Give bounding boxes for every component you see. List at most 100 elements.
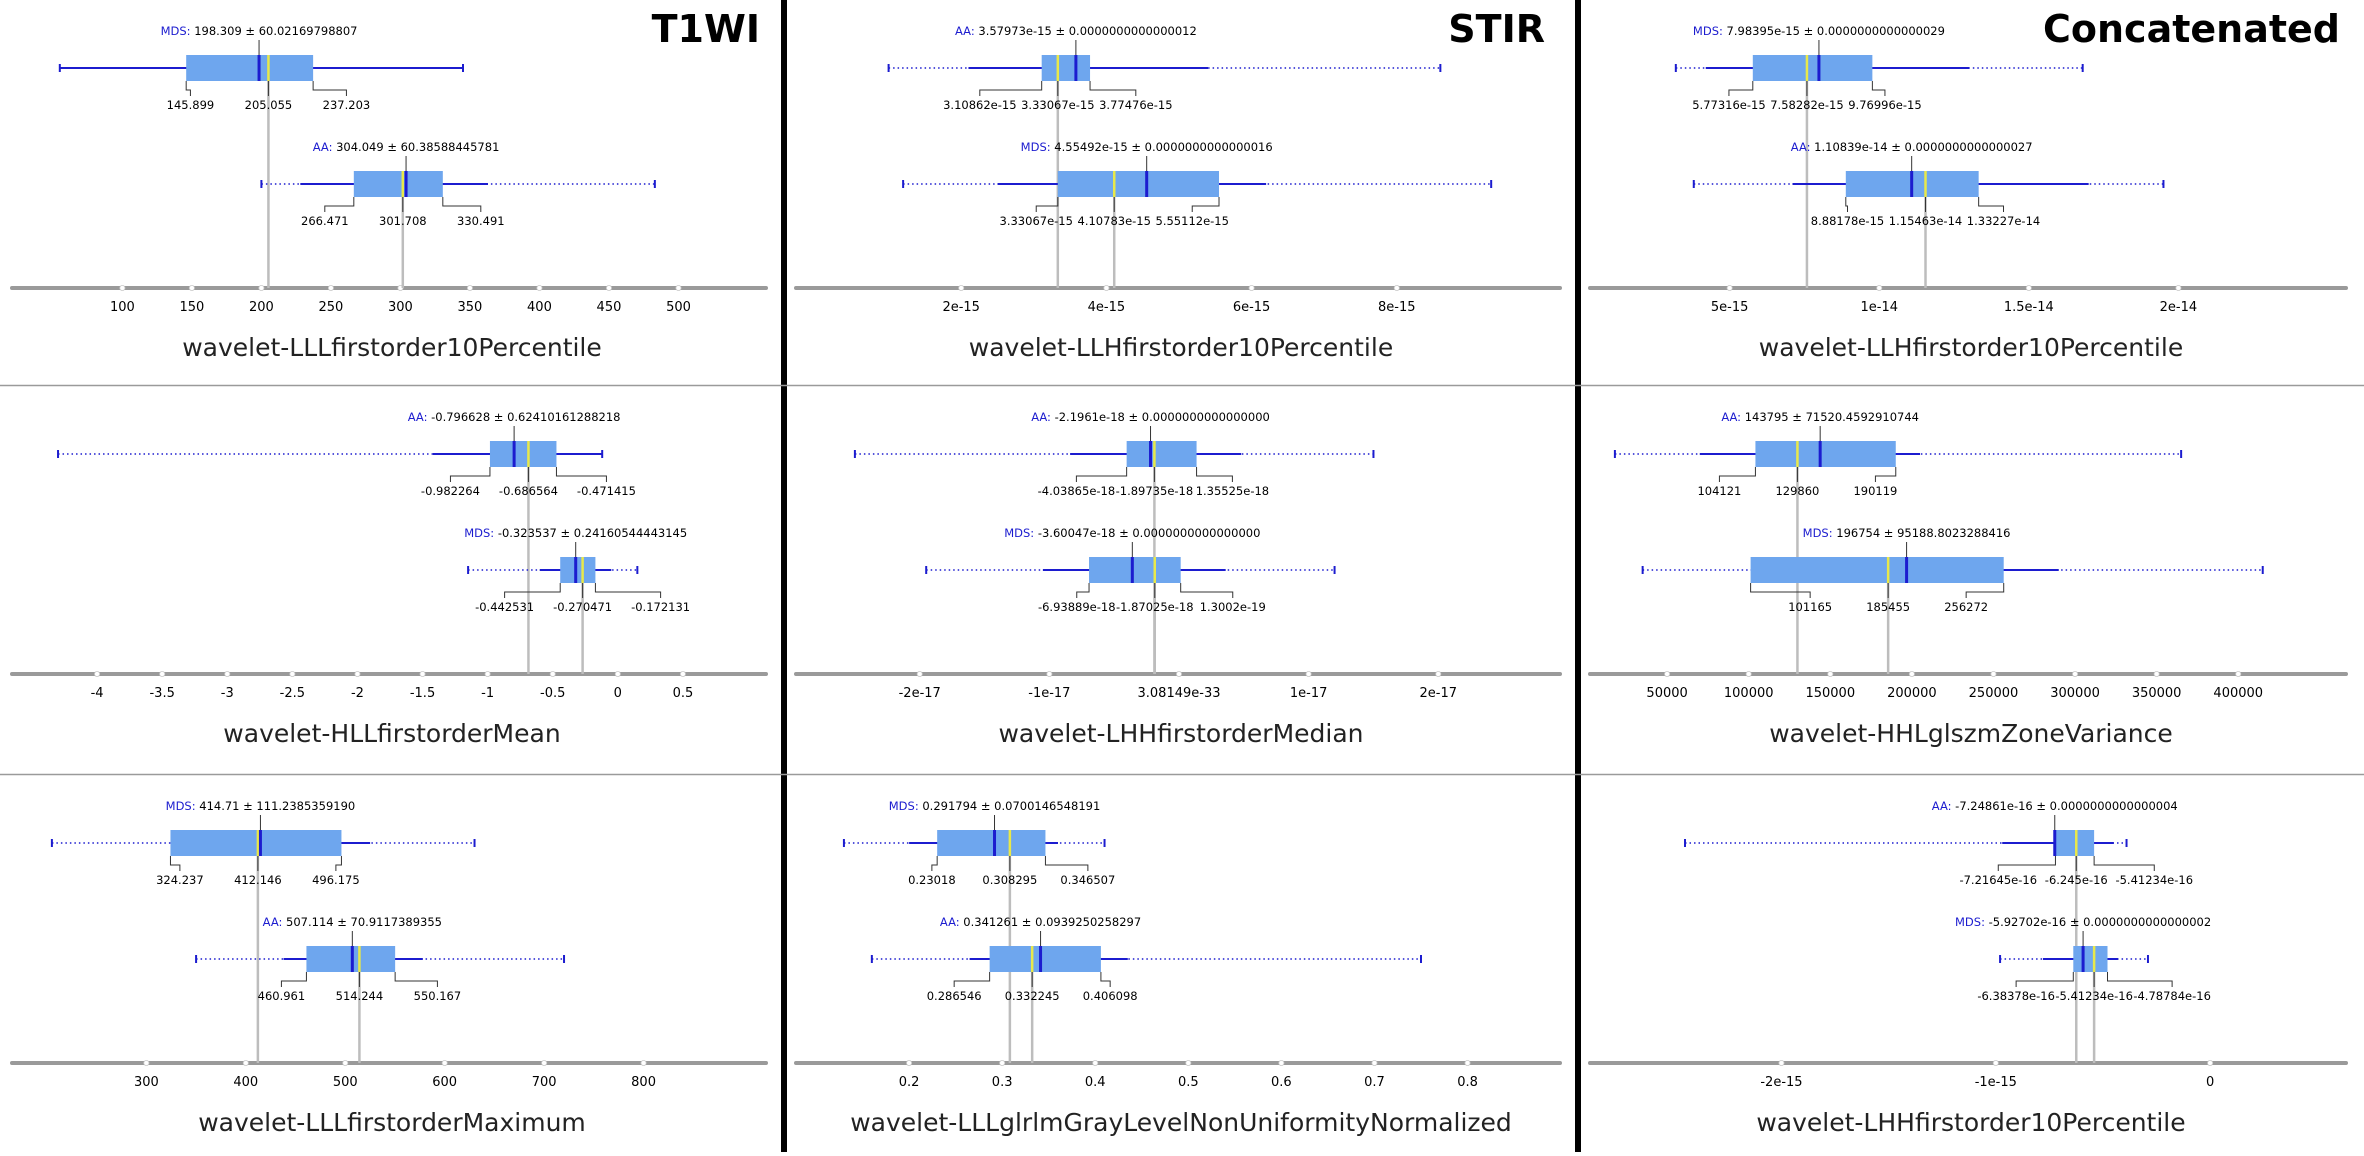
x-tick-label: 100000 [1724, 686, 1774, 701]
iqr-box [353, 171, 443, 197]
value-leader-line [1044, 856, 1089, 871]
x-tick-mark [484, 670, 491, 677]
iqr-box [989, 946, 1101, 972]
x-tick-mark [188, 284, 195, 291]
iqr-box [306, 946, 396, 972]
quartile-value-label: -0.442531 [475, 600, 534, 614]
group-summary-label: MDS: -3.60047e-18 ± 0.0000000000000000 [1004, 526, 1260, 540]
x-tick-mark [94, 670, 101, 677]
x-tick-label: 1e-14 [1860, 300, 1898, 315]
group-aa: AA: 507.114 ± 70.9117389355 460.961 514.24… [195, 915, 566, 1063]
quartile-value-label: -1.87025e-18 [1116, 600, 1194, 614]
x-axis-label: wavelet-HHLglszmZoneVariance [1769, 719, 2173, 748]
group-aa: AA: 3.57973e-15 ± 0.0000000000000012 3.10… [887, 24, 1442, 288]
x-tick-label: 200 [249, 300, 274, 315]
x-tick-mark [354, 670, 361, 677]
group-aa: AA: 143795 ± 71520.4592910744 104121 12986… [1613, 410, 2183, 674]
group-mds: MDS: 7.98395e-15 ± 0.0000000000000029 5.7… [1674, 24, 2084, 288]
quartile-value-label: 101165 [1788, 600, 1832, 614]
x-tick-mark [1371, 1059, 1378, 1066]
quartile-value-label: 4.10783e-15 [1078, 214, 1151, 228]
group-name: AA: [408, 410, 431, 424]
group-aa: AA: 1.10839e-14 ± 0.0000000000000027 8.88… [1692, 140, 2165, 288]
x-tick-mark [1248, 284, 1255, 291]
x-tick-mark [2153, 670, 2160, 677]
x-tick-mark [327, 284, 334, 291]
x-tick-label: 2e-17 [1420, 686, 1458, 701]
x-tick-mark [675, 284, 682, 291]
x-tick-label: -1.5 [410, 686, 435, 701]
group-summary-value: 143795 ± 71520.4592910744 [1745, 410, 1919, 424]
value-leader-line [335, 856, 342, 871]
group-summary-value: -7.24861e-16 ± 0.0000000000000004 [1955, 799, 2178, 813]
group-summary-label: MDS: -0.323537 ± 0.24160544443145 [464, 526, 687, 540]
quartile-value-label: 0.286546 [927, 989, 982, 1003]
group-mds: MDS: 414.71 ± 111.2385359190 324.237 412.1… [50, 799, 476, 1063]
quartile-value-label: 496.175 [312, 873, 360, 887]
group-mds: MDS: -3.60047e-18 ± 0.0000000000000000 -6… [925, 526, 1336, 674]
group-name: MDS: [464, 526, 498, 540]
x-tick-label: 500 [666, 300, 691, 315]
value-leader-line [1965, 583, 2005, 598]
value-leader-line [312, 81, 347, 96]
quartile-value-label: 301.708 [379, 214, 427, 228]
group-name: MDS: [1803, 526, 1837, 540]
iqr-box [937, 830, 1046, 856]
quartile-value-label: 185455 [1866, 600, 1910, 614]
quartile-value-label: 1.3002e-19 [1200, 600, 1266, 614]
group-summary-value: -3.60047e-18 ± 0.0000000000000000 [1038, 526, 1261, 540]
group-summary-label: AA: 1.10839e-14 ± 0.0000000000000027 [1791, 140, 2033, 154]
iqr-box [1126, 441, 1197, 467]
x-tick-mark [536, 284, 543, 291]
chart-panel: 50000 100000 150000 200000 250000 300000 35000… [1588, 410, 2348, 748]
x-tick-mark [441, 1059, 448, 1066]
value-leader-line [185, 81, 191, 96]
quartile-value-label: 237.203 [323, 98, 371, 112]
value-leader-line [594, 583, 662, 598]
x-axis-label: wavelet-LLLglrlmGrayLevelNonUniformityNo… [850, 1108, 1512, 1137]
x-tick-label: 8e-15 [1378, 300, 1416, 315]
quartile-value-label: 5.55112e-15 [1156, 214, 1229, 228]
x-tick-mark [1092, 1059, 1099, 1066]
x-tick-label: 0.4 [1085, 1075, 1106, 1090]
x-tick-label: 6e-15 [1233, 300, 1271, 315]
group-summary-label: MDS: 4.55492e-15 ± 0.0000000000000016 [1021, 140, 1273, 154]
group-summary-value: -0.796628 ± 0.62410161288218 [431, 410, 620, 424]
group-mds: MDS: -5.92702e-16 ± 0.0000000000000002 -6… [1955, 915, 2211, 1063]
chart-panel: 0.2 0.3 0.4 0.5 0.6 0.7 0.8 wavelet-LLLglrlmGra… [794, 799, 1562, 1137]
quartile-value-label: 3.33067e-15 [1000, 214, 1073, 228]
value-leader-line [1100, 972, 1111, 987]
x-tick-mark [916, 670, 923, 677]
x-tick-mark [1778, 1059, 1785, 1066]
x-tick-label: -1 [481, 686, 494, 701]
iqr-box [1057, 171, 1220, 197]
x-tick-label: -0.5 [540, 686, 565, 701]
x-tick-mark [958, 284, 965, 291]
x-tick-label: 1e-17 [1290, 686, 1328, 701]
x-tick-label: -2 [351, 686, 364, 701]
x-axis-label: wavelet-LLHfirstorder10Percentile [1759, 333, 2183, 362]
x-tick-label: 2e-15 [942, 300, 980, 315]
group-mds: MDS: 4.55492e-15 ± 0.0000000000000016 3.3… [902, 140, 1493, 288]
group-aa: AA: -7.24861e-16 ± 0.0000000000000004-7.… [1684, 799, 2193, 1063]
x-axis-label: wavelet-LLLfirstorderMaximum [198, 1108, 586, 1137]
quartile-value-label: -5.41234e-16 [2115, 873, 2193, 887]
x-tick-mark [1990, 670, 1997, 677]
value-leader-line [449, 467, 491, 482]
quartile-value-label: -0.686564 [499, 484, 558, 498]
value-leader-line [442, 197, 482, 212]
group-aa: AA: -0.796628 ± 0.62410161288218 -0.98226… [57, 410, 636, 674]
iqr-box [2055, 830, 2095, 856]
x-tick-mark [159, 670, 166, 677]
quartile-value-label: 256272 [1944, 600, 1988, 614]
group-name: AA: [263, 915, 286, 929]
group-name: AA: [955, 24, 978, 38]
x-tick-label: 0.6 [1271, 1075, 1292, 1090]
value-leader-line [1191, 197, 1220, 212]
quartile-value-label: 0.332245 [1005, 989, 1060, 1003]
group-summary-label: AA: -0.796628 ± 0.62410161288218 [408, 410, 621, 424]
quartile-value-label: -6.93889e-18 [1038, 600, 1116, 614]
group-summary-value: 198.309 ± 60.02169798807 [194, 24, 357, 38]
quartile-value-label: -4.03865e-18 [1038, 484, 1116, 498]
